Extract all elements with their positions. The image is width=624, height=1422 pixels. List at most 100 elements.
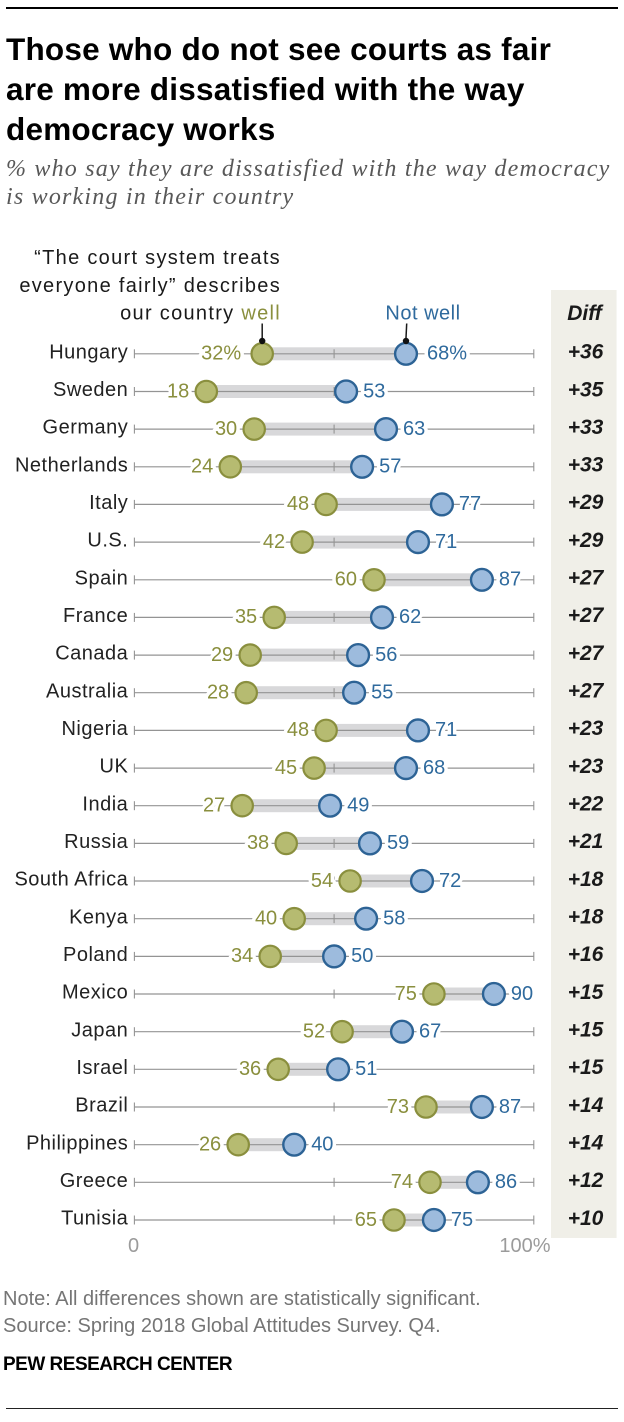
- svg-text:France: France: [63, 605, 128, 627]
- svg-text:Sweden: Sweden: [53, 379, 128, 401]
- svg-text:Australia: Australia: [46, 680, 129, 702]
- svg-text:+15: +15: [568, 1056, 604, 1079]
- svg-text:42: 42: [263, 531, 285, 553]
- svg-text:100%: 100%: [499, 1235, 550, 1257]
- svg-text:51: 51: [355, 1058, 377, 1080]
- svg-text:our country well: our country well: [120, 303, 281, 325]
- svg-text:+23: +23: [568, 755, 604, 778]
- svg-text:18: 18: [167, 380, 189, 402]
- svg-text:UK: UK: [100, 756, 129, 778]
- svg-text:Not well: Not well: [385, 303, 460, 325]
- svg-text:Israel: Israel: [76, 1057, 128, 1079]
- svg-text:53: 53: [363, 380, 385, 402]
- svg-text:40: 40: [311, 1134, 333, 1156]
- svg-text:36: 36: [239, 1058, 261, 1080]
- svg-text:Mexico: Mexico: [62, 982, 128, 1004]
- svg-text:+12: +12: [568, 1169, 604, 1192]
- svg-text:0: 0: [128, 1235, 139, 1257]
- svg-text:58: 58: [383, 908, 405, 930]
- svg-text:75: 75: [451, 1209, 473, 1231]
- svg-text:Italy: Italy: [89, 492, 128, 514]
- svg-text:+33: +33: [568, 416, 604, 439]
- svg-text:45: 45: [275, 757, 297, 779]
- svg-text:50: 50: [351, 945, 373, 967]
- svg-text:+10: +10: [568, 1207, 604, 1230]
- svg-text:48: 48: [287, 493, 309, 515]
- svg-text:68%: 68%: [427, 343, 467, 365]
- svg-text:65: 65: [355, 1209, 377, 1231]
- svg-text:U.S.: U.S.: [87, 530, 128, 552]
- svg-text:87: 87: [499, 1096, 521, 1118]
- svg-text:48: 48: [287, 719, 309, 741]
- svg-text:Spain: Spain: [75, 567, 129, 589]
- svg-text:26: 26: [199, 1134, 221, 1156]
- svg-text:Germany: Germany: [43, 417, 129, 439]
- svg-text:71: 71: [435, 531, 457, 553]
- svg-text:Poland: Poland: [63, 944, 128, 966]
- svg-text:35: 35: [235, 606, 257, 628]
- svg-text:56: 56: [375, 644, 397, 666]
- svg-text:+22: +22: [568, 793, 604, 816]
- svg-text:24: 24: [191, 456, 213, 478]
- svg-text:+27: +27: [568, 567, 605, 590]
- svg-text:28: 28: [207, 682, 229, 704]
- svg-text:+23: +23: [568, 717, 604, 740]
- svg-text:+33: +33: [568, 454, 604, 477]
- svg-text:+15: +15: [568, 1019, 604, 1042]
- svg-text:+27: +27: [568, 642, 605, 665]
- svg-text:+14: +14: [568, 1132, 604, 1155]
- svg-text:Canada: Canada: [55, 643, 128, 665]
- svg-text:+16: +16: [568, 943, 604, 966]
- svg-text:Kenya: Kenya: [69, 906, 129, 928]
- svg-text:49: 49: [347, 795, 369, 817]
- svg-text:75: 75: [395, 983, 417, 1005]
- svg-text:55: 55: [371, 682, 393, 704]
- svg-text:32%: 32%: [201, 343, 241, 365]
- svg-text:40: 40: [255, 908, 277, 930]
- svg-text:everyone fairly” describes: everyone fairly” describes: [19, 275, 281, 297]
- svg-text:Japan: Japan: [71, 1019, 128, 1041]
- svg-text:63: 63: [403, 418, 425, 440]
- svg-text:86: 86: [495, 1171, 517, 1193]
- svg-text:+15: +15: [568, 981, 604, 1004]
- svg-text:Tunisia: Tunisia: [61, 1208, 129, 1230]
- svg-text:59: 59: [387, 832, 409, 854]
- svg-text:Brazil: Brazil: [75, 1095, 128, 1117]
- svg-text:Hungary: Hungary: [49, 341, 128, 363]
- svg-text:73: 73: [387, 1096, 409, 1118]
- svg-text:57: 57: [379, 456, 401, 478]
- svg-text:+18: +18: [568, 868, 604, 891]
- svg-text:38: 38: [247, 832, 269, 854]
- svg-text:+14: +14: [568, 1094, 604, 1117]
- svg-text:+35: +35: [568, 378, 604, 401]
- svg-text:+27: +27: [568, 604, 605, 627]
- svg-text:90: 90: [511, 983, 533, 1005]
- svg-text:Netherlands: Netherlands: [15, 454, 128, 476]
- svg-text:77: 77: [459, 493, 481, 515]
- svg-text:60: 60: [335, 569, 357, 591]
- svg-text:+36: +36: [568, 341, 604, 364]
- svg-text:Greece: Greece: [60, 1170, 129, 1192]
- svg-text:30: 30: [215, 418, 237, 440]
- svg-text:+18: +18: [568, 906, 604, 929]
- svg-text:29: 29: [211, 644, 233, 666]
- svg-text:34: 34: [231, 945, 253, 967]
- svg-text:71: 71: [435, 719, 457, 741]
- svg-text:54: 54: [311, 870, 333, 892]
- svg-text:52: 52: [303, 1021, 325, 1043]
- svg-text:Diff: Diff: [567, 302, 604, 325]
- svg-text:27: 27: [203, 795, 225, 817]
- svg-text:Nigeria: Nigeria: [61, 718, 128, 740]
- svg-text:67: 67: [419, 1021, 441, 1043]
- svg-text:Russia: Russia: [64, 831, 129, 853]
- svg-text:+21: +21: [568, 830, 604, 853]
- svg-text:India: India: [82, 793, 128, 815]
- svg-text:+29: +29: [568, 529, 604, 552]
- svg-text:87: 87: [499, 569, 521, 591]
- svg-text:72: 72: [439, 870, 461, 892]
- svg-text:68: 68: [423, 757, 445, 779]
- svg-text:“The court system treats: “The court system treats: [34, 247, 281, 269]
- svg-text:+29: +29: [568, 491, 604, 514]
- svg-text:Philippines: Philippines: [26, 1132, 128, 1154]
- svg-text:62: 62: [399, 606, 421, 628]
